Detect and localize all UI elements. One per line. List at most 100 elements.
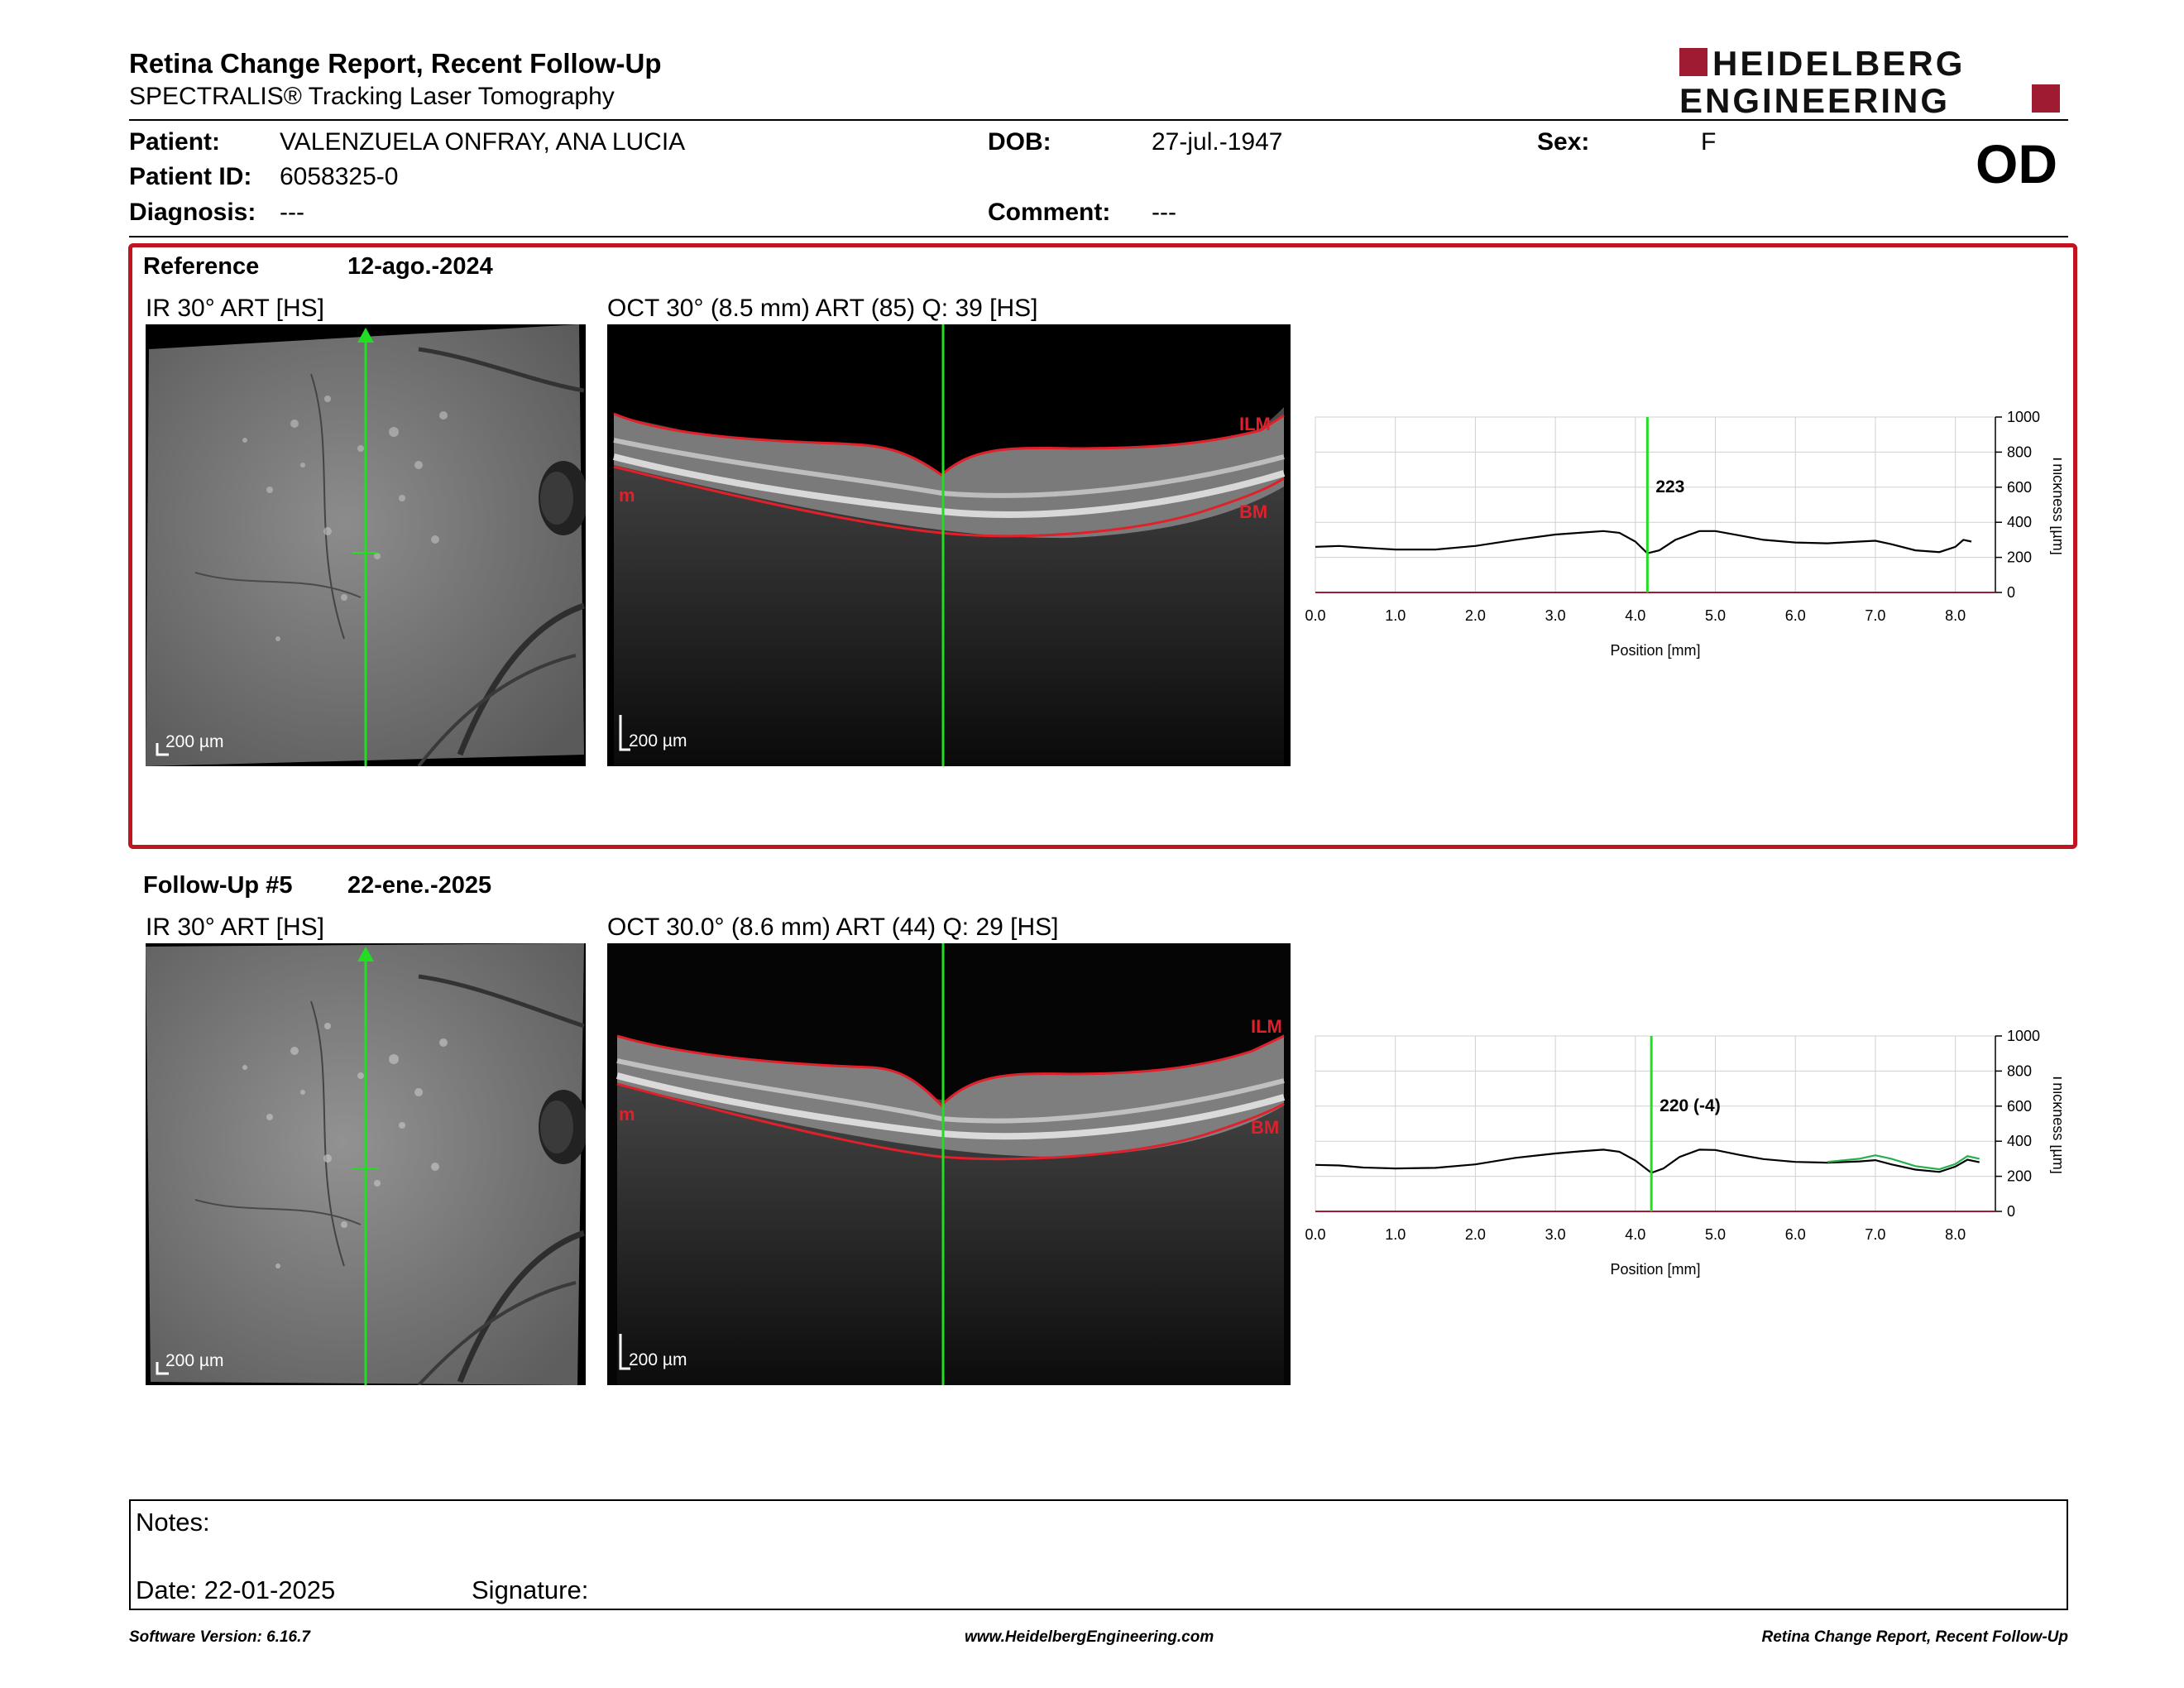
chart-x-tick-label: 5.0 (1705, 1226, 1726, 1243)
chart-background (1315, 416, 1996, 593)
followup-label: Follow-Up #5 (143, 872, 293, 899)
reference-y-axis-label: Thickness [µm] (2050, 454, 2062, 554)
followup-chart-plot-area: 0 200 400 600 800 1000 0.0 1.0 2.0 3.0 4.0 5.0 6.0 7.… (1305, 1028, 2040, 1243)
followup-thickness-value: 220 (-4) (1660, 1096, 1721, 1115)
reference-ilm-line (613, 412, 1285, 477)
followup-ilm-label: ILM (1251, 1016, 1282, 1037)
notes-label: Notes: (136, 1508, 210, 1537)
header-rule (129, 119, 2068, 121)
reference-oct-image: ILM BM m 200 µm (607, 324, 1291, 766)
reference-oct-scale: 200 µm (629, 731, 687, 750)
footer-website[interactable]: www.HeidelbergEngineering.com (965, 1628, 1214, 1646)
report-title: Retina Change Report, Recent Follow-Up (129, 48, 662, 79)
reference-chart-plot-area: 0 200 400 600 800 1000 0.0 1.0 2.0 3.0 4.0 5.0 6.0 7.… (1305, 409, 2040, 624)
chart-y-tick-label: 600 (2007, 1098, 2032, 1115)
reference-label: Reference (143, 253, 260, 280)
followup-ilm-line (616, 1034, 1285, 1108)
reference-thickness-value: 223 (1655, 477, 1684, 496)
chart-x-tick-label: 8.0 (1945, 607, 1966, 624)
chart-series-line (1315, 1149, 1980, 1174)
followup-oct-label: OCT 30.0° (8.6 mm) ART (44) Q: 29 [HS] (607, 914, 1059, 941)
reference-ir-label: IR 30° ART [HS] (146, 295, 324, 322)
followup-ir-label: IR 30° ART [HS] (146, 914, 324, 941)
chart-y-tick-label: 200 (2007, 1168, 2032, 1185)
chart-y-tick-label: 400 (2007, 514, 2032, 530)
diagnosis-label: Diagnosis: (129, 199, 256, 226)
followup-m-label: m (619, 1104, 635, 1125)
chart-x-tick-label: 1.0 (1385, 1226, 1406, 1243)
reference-oct-label: OCT 30° (8.5 mm) ART (85) Q: 39 [HS] (607, 295, 1038, 322)
chart-x-tick-label: 4.0 (1625, 607, 1645, 624)
notes-box[interactable] (129, 1499, 2068, 1610)
reference-ilm-label: ILM (1239, 414, 1271, 434)
chart-y-tick-label: 1000 (2007, 409, 2040, 425)
chart-x-tick-label: 2.0 (1465, 607, 1486, 624)
reference-frame (128, 243, 2077, 849)
chart-y-tick-label: 400 (2007, 1133, 2032, 1149)
followup-date: 22-ene.-2025 (347, 872, 492, 899)
comment-value: --- (1152, 199, 1176, 226)
chart-x-tick-label: 3.0 (1545, 607, 1566, 624)
chart-background (1315, 1035, 1996, 1212)
chart-y-tick-label: 0 (2007, 584, 2015, 601)
dob-label: DOB: (988, 128, 1051, 156)
reference-ir-image: 200 µm (146, 324, 586, 766)
chart-x-tick-label: 4.0 (1625, 1226, 1645, 1243)
footer-report-name: Retina Change Report, Recent Follow-Up (1761, 1628, 2068, 1646)
followup-scan-arrow-icon (357, 947, 374, 961)
logo-line1: HEIDELBERG (1712, 45, 1965, 83)
logo-square-bottom (2032, 84, 2060, 113)
chart-y-tick-label: 1000 (2007, 1028, 2040, 1044)
report-subtitle: SPECTRALIS® Tracking Laser Tomography (129, 83, 615, 110)
signature-label: Signature: (472, 1575, 589, 1604)
reference-scan-arrow-icon (357, 328, 374, 343)
followup-ir-scale: 200 µm (165, 1351, 223, 1370)
chart-x-tick-label: 0.0 (1305, 607, 1325, 624)
chart-x-tick-label: 0.0 (1305, 1226, 1325, 1243)
followup-bm-line (616, 1082, 1285, 1161)
patient-id-value: 6058325-0 (280, 163, 399, 190)
chart-x-tick-label: 7.0 (1865, 1226, 1885, 1243)
followup-y-axis-label: Thickness [µm] (2050, 1073, 2062, 1173)
chart-y-tick-label: 0 (2007, 1203, 2015, 1220)
patient-name: VALENZUELA ONFRAY, ANA LUCIA (280, 128, 686, 156)
followup-thickness-chart: 0 200 400 600 800 1000 0.0 1.0 2.0 3.0 4.0 5.0 6.0 7.… (1305, 1028, 2062, 1278)
heidelberg-logo: HEIDELBERG ENGINEERING (1679, 45, 2060, 119)
chart-x-tick-label: 8.0 (1945, 1226, 1966, 1243)
comment-label: Comment: (988, 199, 1111, 226)
reference-bm-line (613, 465, 1285, 538)
eye-indicator: OD (1976, 133, 2057, 194)
chart-y-tick-label: 600 (2007, 479, 2032, 496)
chart-x-tick-label: 2.0 (1465, 1226, 1486, 1243)
dob-value: 27-jul.-1947 (1152, 128, 1283, 156)
sex-label: Sex: (1537, 128, 1590, 156)
followup-oct-image: ILM BM m 200 µm (607, 943, 1291, 1385)
sex-value: F (1701, 128, 1717, 156)
date-label: Date: 22-01-2025 (136, 1575, 336, 1604)
followup-ir-image: 200 µm (146, 943, 586, 1385)
chart-x-tick-label: 1.0 (1385, 607, 1406, 624)
reference-oct-scalebar-icon (619, 715, 630, 751)
chart-x-tick-label: 7.0 (1865, 607, 1885, 624)
patient-label: Patient: (129, 128, 221, 156)
footer-software-version: Software Version: 6.16.7 (129, 1628, 310, 1646)
chart-x-tick-label: 6.0 (1785, 607, 1806, 624)
followup-oct-scale: 200 µm (629, 1350, 687, 1369)
reference-m-label: m (619, 485, 635, 506)
patient-id-label: Patient ID: (129, 163, 252, 190)
chart-x-tick-label: 5.0 (1705, 607, 1726, 624)
reference-ir-scale: 200 µm (165, 732, 223, 751)
chart-y-tick-label: 200 (2007, 549, 2032, 566)
reference-ir-scalebar-icon (156, 743, 169, 756)
followup-oct-scalebar-icon (619, 1334, 630, 1370)
reference-thickness-chart: 0 200 400 600 800 1000 0.0 1.0 2.0 3.0 4.0 5.0 6.0 7.… (1305, 409, 2062, 659)
diagnosis-value: --- (280, 199, 304, 226)
chart-y-tick-label: 800 (2007, 444, 2032, 460)
logo-square-top (1679, 48, 1707, 76)
reference-x-axis-label: Position [mm] (1610, 642, 1700, 659)
chart-y-tick-label: 800 (2007, 1062, 2032, 1079)
chart-x-tick-label: 3.0 (1545, 1226, 1566, 1243)
reference-date: 12-ago.-2024 (347, 253, 493, 280)
logo-line2: ENGINEERING (1679, 81, 1950, 119)
patient-rule (129, 236, 2068, 237)
